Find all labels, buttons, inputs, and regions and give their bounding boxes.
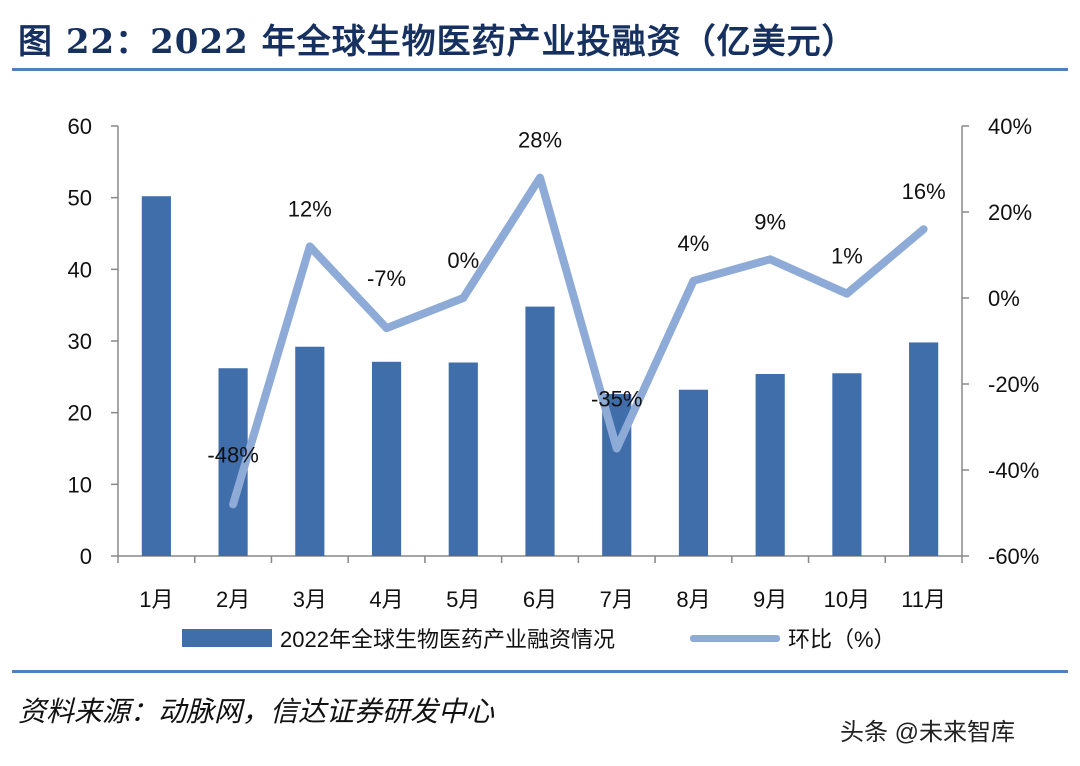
bar (525, 306, 555, 556)
x-tick-label: 5月 (446, 587, 480, 612)
left-tick-label: 30 (68, 329, 92, 354)
right-tick-label: 20% (988, 200, 1032, 225)
x-tick-label: 11月 (901, 587, 946, 612)
legend-swatch-line (690, 634, 780, 642)
x-tick-label: 9月 (753, 587, 787, 612)
data-label: 0% (447, 248, 479, 273)
x-tick-label: 3月 (293, 587, 327, 612)
chart-axes: 0 10 20 30 40 50 60 -60% -40% -20% 0% 20% 40% 1月 2月 3月 4… (68, 114, 1040, 612)
left-tick-label: 20 (68, 401, 92, 426)
x-tick-label: 7月 (600, 587, 634, 612)
bar (678, 389, 709, 556)
legend-label-bars: 2022年全球生物医药产业融资情况 (280, 627, 615, 652)
data-labels: -48% 12% -7% 0% 28% -35% 4% 9% 1% 16% (207, 128, 945, 468)
right-tick-label: 0% (988, 286, 1020, 311)
data-label: -48% (207, 442, 258, 467)
bar (371, 361, 402, 556)
data-label: -35% (591, 387, 642, 412)
bar-series (141, 196, 939, 556)
footer-divider (12, 670, 1068, 673)
source-note: 资料来源：动脉网，信达证券研发中心 (18, 695, 495, 728)
x-tick-label: 1月 (139, 587, 173, 612)
data-label: -7% (367, 266, 406, 291)
watermark: 头条 @未来智库 (840, 719, 1016, 746)
data-label: 1% (831, 244, 863, 269)
data-label: 12% (288, 196, 332, 221)
legend-swatch-bar (182, 629, 272, 647)
right-tick-label: -20% (988, 372, 1039, 397)
legend-label-line: 环比（%） (788, 627, 896, 652)
left-tick-label: 0 (80, 544, 92, 569)
bar (909, 342, 939, 556)
legend-item-line: 环比（%） (690, 622, 896, 654)
left-tick-label: 40 (68, 257, 92, 282)
chart-title: 图 22：2022 年全球生物医药产业投融资（亿美元） (18, 22, 857, 62)
data-label: 4% (678, 231, 710, 256)
chart-area: 0 10 20 30 40 50 60 -60% -40% -20% 0% 20% 40% 1月 2月 3月 4… (68, 114, 1040, 612)
x-tick-label: 6月 (523, 587, 557, 612)
bar (448, 362, 478, 556)
right-tick-label: -60% (988, 544, 1039, 569)
line-series (229, 173, 928, 509)
left-tick-label: 10 (68, 472, 92, 497)
x-tick-label: 4月 (369, 587, 403, 612)
x-tick-label: 8月 (676, 587, 710, 612)
bar (755, 373, 785, 556)
right-tick-label: 40% (988, 114, 1032, 139)
bar (832, 373, 862, 556)
bar (295, 346, 325, 556)
data-label: 28% (518, 128, 562, 153)
line-path (229, 173, 928, 509)
title-divider (12, 68, 1068, 71)
legend-item-bars: 2022年全球生物医药产业融资情况 (182, 622, 615, 654)
data-label: 16% (902, 179, 946, 204)
right-tick-label: -40% (988, 458, 1039, 483)
x-tick-label: 10月 (824, 587, 870, 612)
data-label: 9% (754, 209, 786, 234)
bar (141, 196, 171, 556)
left-tick-label: 60 (68, 114, 92, 139)
left-tick-label: 50 (68, 186, 92, 211)
legend: 2022年全球生物医药产业融资情况 环比（%） (0, 618, 1080, 654)
x-tick-label: 2月 (216, 587, 250, 612)
